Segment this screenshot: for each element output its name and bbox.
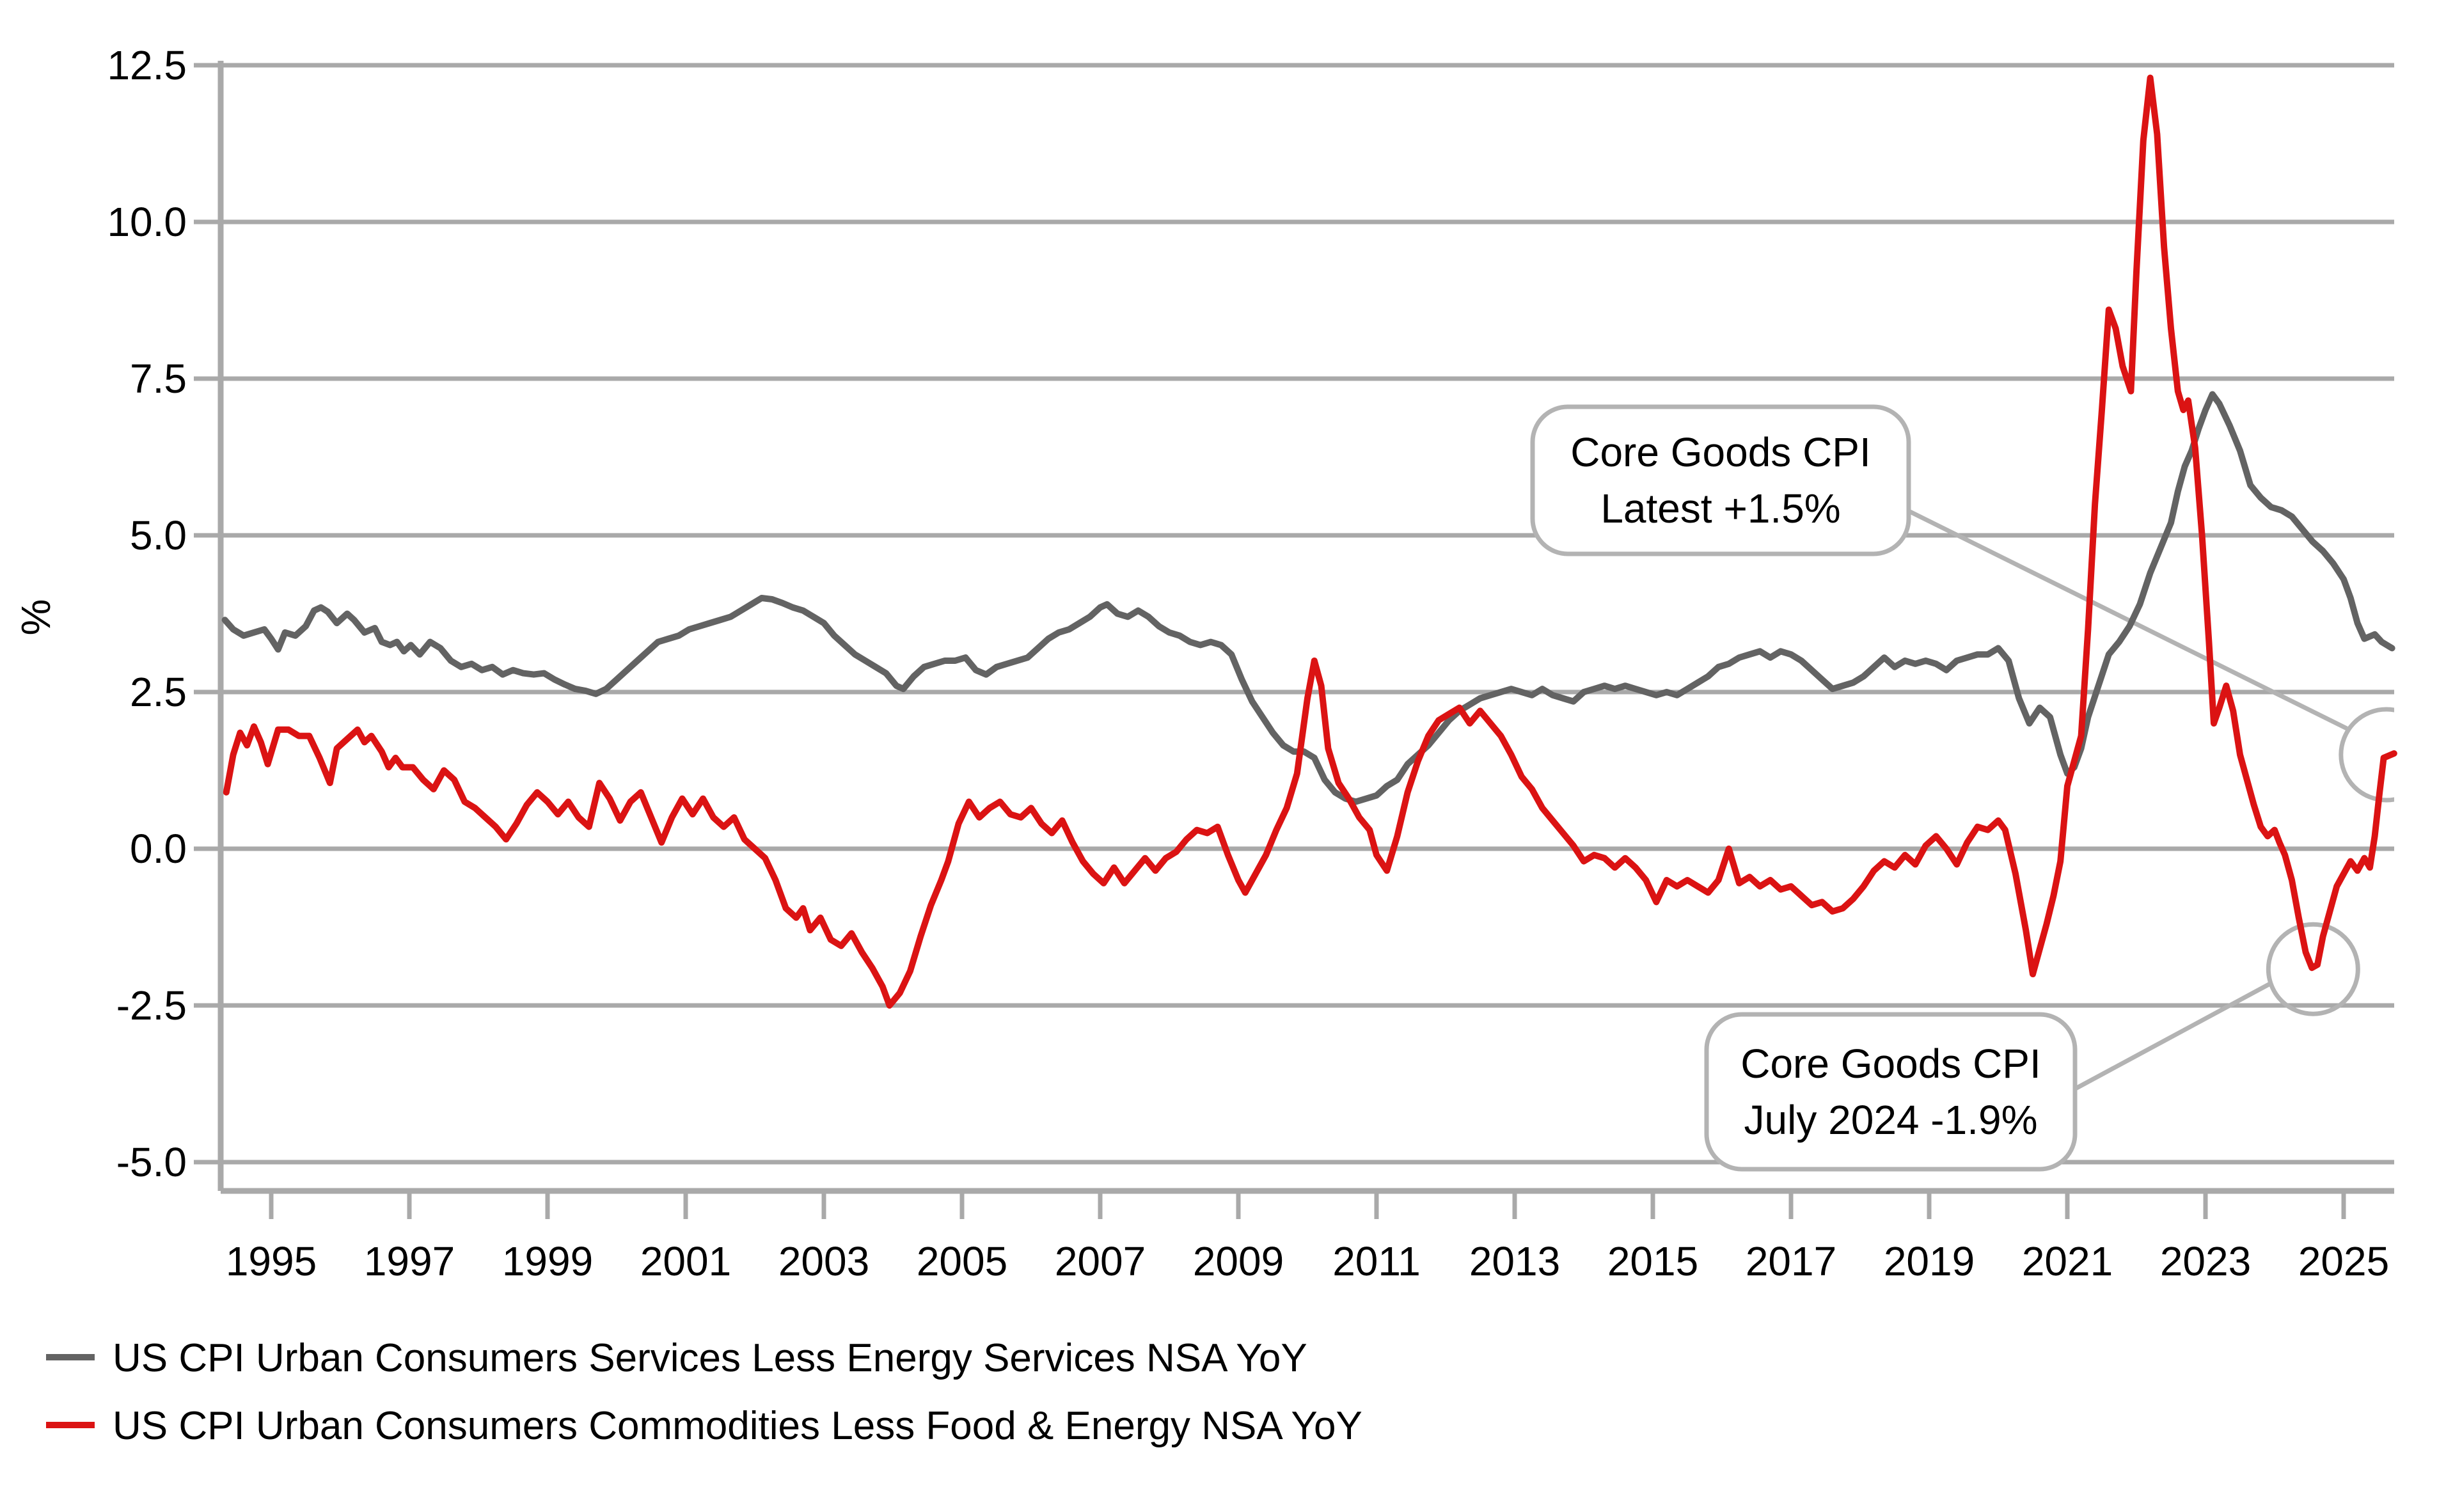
x-tick-label: 2007 [1055, 1238, 1146, 1284]
annotation-shapes-group [2266, 707, 2394, 1016]
y-tick-label: 7.5 [130, 356, 187, 402]
y-tick-label: 0.0 [130, 826, 187, 872]
gridlines-group [221, 63, 2394, 1165]
y-tick-label: -2.5 [116, 982, 187, 1028]
legend-label-core-goods: US CPI Urban Consumers Commodities Less … [113, 1404, 1362, 1448]
legend-item-services: US CPI Urban Consumers Services Less Ene… [46, 1336, 1307, 1380]
leader-line-july-2024 [2073, 981, 2271, 1092]
legend-label-services: US CPI Urban Consumers Services Less Ene… [113, 1336, 1307, 1380]
annotation-latest-line2: Latest +1.5% [1600, 485, 1840, 532]
x-tick-label: 2003 [778, 1238, 869, 1284]
x-tick-label: 2005 [917, 1238, 1007, 1284]
x-tick-label: 2001 [640, 1238, 731, 1284]
annotation-callout-latest: Core Goods CPI Latest +1.5% [1530, 404, 1911, 556]
y-tick-label: 2.5 [130, 669, 187, 715]
annotation-latest-line1: Core Goods CPI [1570, 429, 1871, 475]
annotation-callout-july-2024: Core Goods CPI July 2024 -1.9% [1704, 1012, 2078, 1172]
legend: US CPI Urban Consumers Services Less Ene… [46, 1336, 1362, 1448]
data-series-group [221, 74, 2397, 1009]
axes-group: 12.5 10.0 7.5 5.0 2.5 0.0 -2.5 -5.0 1995 1997 1999… [107, 42, 2394, 1284]
annotation-box-latest [1530, 404, 1911, 556]
series-line-services [221, 391, 2395, 805]
legend-item-core-goods: US CPI Urban Consumers Commodities Less … [46, 1404, 1362, 1448]
x-tick-label: 2013 [1469, 1238, 1560, 1284]
x-tick-label: 1997 [364, 1238, 455, 1284]
y-axis-title: % [13, 599, 59, 636]
x-tick-label: 2023 [2160, 1238, 2251, 1284]
y-tick-label: 12.5 [107, 42, 187, 88]
annotation-box-july-2024 [1704, 1012, 2078, 1172]
leader-line-latest [1909, 509, 2348, 731]
annotation-july-2024-line1: Core Goods CPI [1740, 1041, 2041, 1087]
y-tick-label: -5.0 [116, 1139, 187, 1185]
x-tick-label: 1999 [502, 1238, 593, 1284]
x-tick-label: 2017 [1746, 1238, 1836, 1284]
y-tick-label: 10.0 [107, 199, 187, 245]
x-tick-label: 2021 [2022, 1238, 2113, 1284]
x-tick-label: 2019 [1884, 1238, 1975, 1284]
x-tick-label: 2025 [2298, 1238, 2389, 1284]
x-tick-label: 2015 [1607, 1238, 1698, 1284]
annotation-circle-july-2024 [2266, 922, 2360, 1016]
annotation-circle-latest [2339, 707, 2394, 803]
annotation-july-2024-line2: July 2024 -1.9% [1744, 1097, 2038, 1143]
y-tick-label: 5.0 [130, 512, 187, 558]
series-line-core-goods [223, 74, 2397, 1009]
x-tick-label: 2009 [1193, 1238, 1284, 1284]
x-tick-label: 1995 [226, 1238, 317, 1284]
annotation-leader-lines-group [1909, 509, 2348, 1092]
x-tick-label: 2011 [1332, 1238, 1421, 1284]
